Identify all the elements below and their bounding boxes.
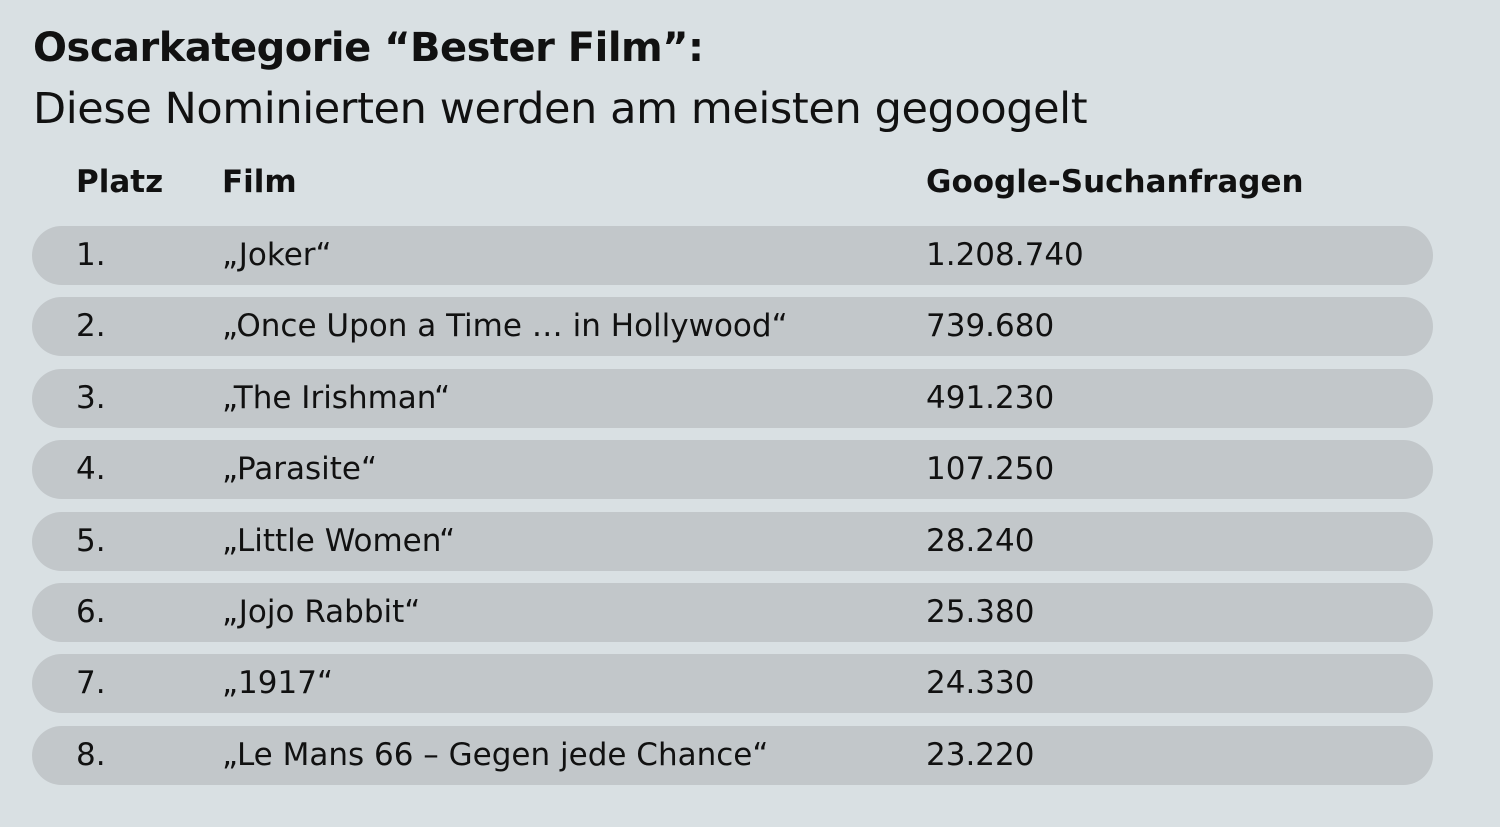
table-row: 3. „The Irishman“ 491.230 bbox=[32, 369, 1433, 428]
table-row: 2. „Once Upon a Time … in Hollywood“ 739.6… bbox=[32, 297, 1433, 356]
film-cell: „Le Mans 66 – Gegen jede Chance“ bbox=[222, 737, 769, 773]
searches-cell: 23.220 bbox=[926, 737, 1035, 773]
table-row: 7. „1917“ 24.330 bbox=[32, 654, 1433, 713]
film-cell: „Jojo Rabbit“ bbox=[222, 594, 421, 630]
film-cell: „Joker“ bbox=[222, 237, 332, 273]
table-row: 5. „Little Women“ 28.240 bbox=[32, 512, 1433, 571]
rank-cell: 4. bbox=[76, 451, 106, 487]
rank-cell: 1. bbox=[76, 237, 106, 273]
column-header-film: Film bbox=[222, 164, 297, 200]
searches-cell: 24.330 bbox=[926, 665, 1035, 701]
rank-cell: 8. bbox=[76, 737, 106, 773]
searches-cell: 107.250 bbox=[926, 451, 1055, 487]
table-row: 8. „Le Mans 66 – Gegen jede Chance“ 23.220 bbox=[32, 726, 1433, 785]
film-cell: „The Irishman“ bbox=[222, 380, 451, 416]
searches-cell: 491.230 bbox=[926, 380, 1055, 416]
film-cell: „Little Women“ bbox=[222, 523, 456, 559]
rank-cell: 6. bbox=[76, 594, 106, 630]
table-header: Platz Film Google-Suchanfragen bbox=[0, 162, 1500, 202]
rank-cell: 3. bbox=[76, 380, 106, 416]
rank-cell: 2. bbox=[76, 308, 106, 344]
column-header-rank: Platz bbox=[76, 164, 164, 200]
rank-cell: 7. bbox=[76, 665, 106, 701]
table-row: 1. „Joker“ 1.208.740 bbox=[32, 226, 1433, 285]
film-cell: „Parasite“ bbox=[222, 451, 378, 487]
chart-title: Oscarkategorie “Bester Film”: bbox=[33, 25, 704, 71]
table-row: 4. „Parasite“ 107.250 bbox=[32, 440, 1433, 499]
searches-cell: 739.680 bbox=[926, 308, 1055, 344]
column-header-searches: Google-Suchanfragen bbox=[926, 164, 1304, 200]
searches-cell: 28.240 bbox=[926, 523, 1035, 559]
film-cell: „Once Upon a Time … in Hollywood“ bbox=[222, 308, 788, 344]
chart-subtitle: Diese Nominierten werden am meisten gego… bbox=[33, 84, 1088, 134]
film-cell: „1917“ bbox=[222, 665, 334, 701]
searches-cell: 1.208.740 bbox=[926, 237, 1084, 273]
table-row: 6. „Jojo Rabbit“ 25.380 bbox=[32, 583, 1433, 642]
searches-cell: 25.380 bbox=[926, 594, 1035, 630]
rank-cell: 5. bbox=[76, 523, 106, 559]
